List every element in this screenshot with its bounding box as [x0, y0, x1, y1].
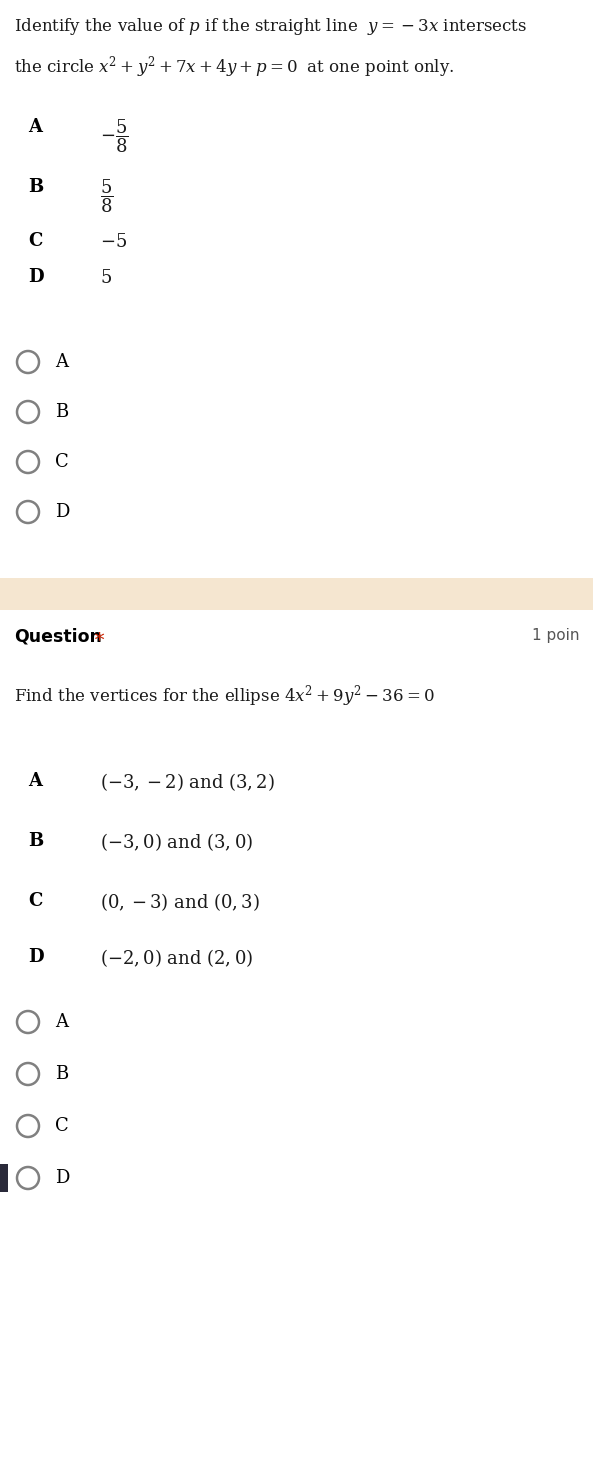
Text: D: D — [55, 503, 69, 521]
Text: A: A — [28, 118, 42, 136]
Text: D: D — [55, 1169, 69, 1188]
Text: A: A — [28, 772, 42, 789]
Text: $(0,-3)$ and $(0,3)$: $(0,-3)$ and $(0,3)$ — [100, 891, 260, 913]
Text: the circle $x^2+y^2+7x+4y+p=0\;$ at one point only.: the circle $x^2+y^2+7x+4y+p=0\;$ at one … — [14, 54, 454, 80]
Bar — [0, 1164, 8, 1192]
Text: C: C — [55, 452, 69, 471]
Text: Find the vertices for the ellipse $4x^2+9y^2-36=0$: Find the vertices for the ellipse $4x^2+… — [14, 683, 435, 709]
Text: B: B — [55, 1065, 68, 1083]
Text: B: B — [28, 178, 43, 196]
Text: $(-3,-2)$ and $(3,2)$: $(-3,-2)$ and $(3,2)$ — [100, 770, 275, 792]
Text: 1 poin: 1 poin — [533, 627, 580, 643]
Text: C: C — [55, 1118, 69, 1135]
Text: A: A — [55, 353, 68, 371]
Text: Identify the value of $p$ if the straight line $\ y=-3x$ intersects: Identify the value of $p$ if the straigh… — [14, 16, 527, 36]
Text: A: A — [55, 1013, 68, 1032]
Text: $-\dfrac{5}{8}$: $-\dfrac{5}{8}$ — [100, 117, 129, 155]
Text: C: C — [28, 891, 42, 910]
Text: $\dfrac{5}{8}$: $\dfrac{5}{8}$ — [100, 177, 113, 214]
Text: Question: Question — [14, 627, 102, 646]
Text: C: C — [28, 232, 42, 249]
Text: B: B — [28, 832, 43, 851]
Text: $(-3,0)$ and $(3,0)$: $(-3,0)$ and $(3,0)$ — [100, 832, 253, 854]
Text: $(-2,0)$ and $(2,0)$: $(-2,0)$ and $(2,0)$ — [100, 947, 253, 969]
Text: $\ast$: $\ast$ — [92, 627, 105, 645]
Text: $-5$: $-5$ — [100, 233, 127, 251]
Text: D: D — [28, 948, 44, 966]
Bar — [0, 578, 593, 610]
Text: D: D — [28, 268, 44, 286]
Text: B: B — [55, 403, 68, 422]
Text: $5$: $5$ — [100, 268, 112, 287]
